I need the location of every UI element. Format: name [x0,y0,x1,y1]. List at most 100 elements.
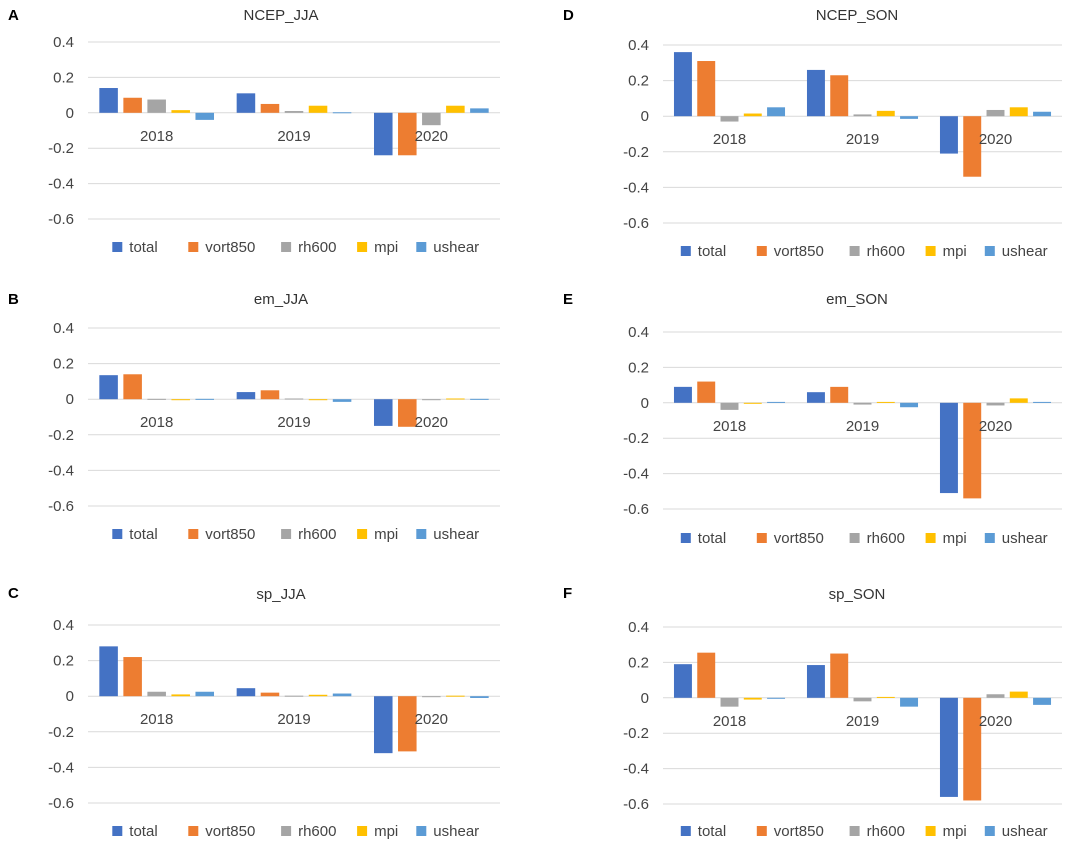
legend-swatch-vort850 [756,533,767,543]
bar-vort850-2018 [123,657,142,697]
legend-swatch-vort850 [188,826,199,836]
bar-mpi-2020 [446,695,465,697]
bar-ushear-2019 [900,697,919,707]
legend-label-rh600: rh600 [867,530,905,547]
bar-rh600-2019 [284,111,304,113]
legend-swatch-ushear [984,826,995,836]
legend-swatch-rh600 [849,533,860,543]
category-label: 2018 [713,131,746,148]
y-tick-label: 0.4 [628,324,649,341]
legend-swatch-total [112,529,123,539]
panel-letter: D [563,7,574,24]
y-tick-label: -0.2 [623,725,649,742]
panel-a: A NCEP_JJA 0.4 0.2 0 -0.2 -0.4 -0.6 2018 2019 20… [8,7,500,256]
chart-title: NCEP_SON [816,7,899,24]
legend-swatch-total [680,246,691,256]
bar-total-2019 [236,688,256,697]
legend-label-rh600: rh600 [298,823,336,840]
bar-vort850-2020 [398,399,417,427]
bar-rh600-2018 [147,99,166,113]
chart-title: em_SON [826,291,888,308]
category-label: 2018 [713,418,746,435]
bar-total-2019 [236,392,256,400]
legend-label-rh600: rh600 [867,243,905,260]
category-label: 2020 [979,713,1012,730]
y-tick-label: 0.4 [53,34,74,51]
legend-swatch-ushear [984,533,995,543]
bar-mpi-2020 [446,105,465,113]
legend-label-vort850: vort850 [774,243,824,260]
legend-label-ushear: ushear [1002,530,1048,547]
legend-label-mpi: mpi [943,530,967,547]
bar-ushear-2018 [767,107,786,117]
y-tick-label: -0.2 [48,724,74,741]
bar-total-2018 [673,664,692,698]
bar-mpi-2019 [308,105,328,113]
legend-swatch-mpi [357,826,368,836]
legend-label-mpi: mpi [374,239,398,256]
legend-swatch-ushear [984,246,995,256]
legend-label-ushear: ushear [1002,823,1048,840]
bar-ushear-2020 [1033,401,1052,403]
bar-ushear-2020 [470,108,489,113]
legend: total vort850 rh600 mpi ushear [680,243,1048,260]
bar-rh600-2020 [422,112,441,126]
bar-rh600-2018 [720,116,739,122]
panel-letter: E [563,291,573,308]
category-label: 2019 [846,131,879,148]
legend-swatch-ushear [416,529,427,539]
y-tick-label: 0 [66,391,74,408]
legend-swatch-rh600 [281,242,292,252]
bar-rh600-2020 [422,696,441,698]
bar-mpi-2018 [743,113,762,117]
bar-total-2018 [673,52,692,117]
category-label: 2018 [140,414,173,431]
bar-total-2019 [806,69,825,117]
legend-swatch-mpi [925,533,936,543]
bar-ushear-2018 [767,697,786,699]
y-tick-label: -0.4 [48,759,74,776]
bar-mpi-2019 [876,401,895,403]
bar-rh600-2018 [720,697,739,707]
panel-letter: F [563,585,572,602]
bar-total-2020 [373,399,393,426]
bar-ushear-2019 [332,399,352,402]
category-label: 2018 [140,711,173,728]
legend-label-total: total [698,243,726,260]
legend-swatch-ushear [416,826,427,836]
bar-vort850-2020 [398,112,417,156]
bar-mpi-2020 [1009,691,1028,698]
legend-swatch-total [680,826,691,836]
category-label: 2019 [277,128,310,145]
category-label: 2019 [846,713,879,730]
legend-swatch-rh600 [281,529,292,539]
plot-area: 0.4 0.2 0 -0.2 -0.4 -0.6 2018 2019 2020 [623,324,1062,518]
bar-ushear-2018 [767,401,786,403]
bar-vort850-2018 [123,97,142,113]
category-label: 2020 [979,131,1012,148]
y-tick-label: 0.2 [53,356,74,373]
bar-rh600-2020 [986,402,1005,406]
category-label: 2019 [277,711,310,728]
bar-rh600-2019 [284,695,304,697]
bar-vort850-2020 [963,697,982,801]
plot-area: 0.4 0.2 0 -0.2 -0.4 -0.6 2018 2019 2020 [623,37,1062,232]
y-tick-label: 0 [641,395,649,412]
bar-mpi-2018 [171,694,190,697]
legend: total vort850 rh600 mpi ushear [112,823,479,840]
bar-vort850-2019 [260,692,280,697]
bar-mpi-2020 [446,398,465,400]
legend-swatch-ushear [416,242,427,252]
bar-mpi-2019 [876,696,895,698]
legend-swatch-mpi [357,529,368,539]
bar-total-2019 [806,392,825,403]
bar-mpi-2018 [171,399,190,401]
legend-label-vort850: vort850 [205,823,255,840]
panel-f: F sp_SON 0.4 0.2 0 -0.2 -0.4 -0.6 2018 2019 2020… [563,585,1062,840]
bar-ushear-2018 [195,398,215,400]
legend-label-total: total [129,239,157,256]
legend: total vort850 rh600 mpi ushear [112,526,479,543]
legend-label-rh600: rh600 [298,239,336,256]
y-tick-label: -0.4 [623,179,649,196]
plot-area: 0.4 0.2 0 -0.2 -0.4 -0.6 2018 2019 2020 [48,34,500,228]
